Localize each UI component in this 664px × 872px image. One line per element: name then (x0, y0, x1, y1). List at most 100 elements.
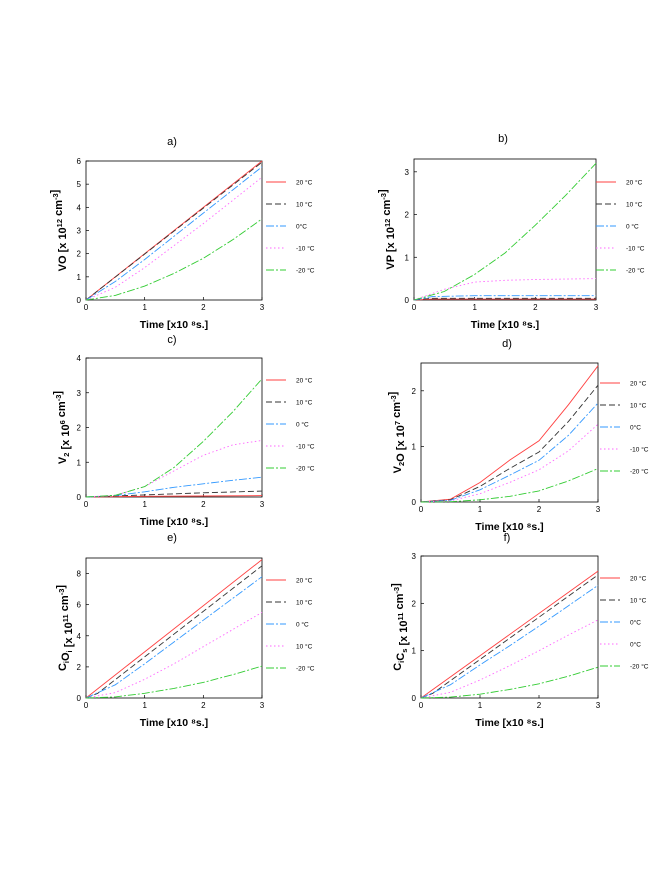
y-axis-label-part: 6 (58, 420, 67, 424)
legend-label: -10 °C (630, 446, 649, 454)
y-tick-label: 0 (77, 493, 82, 502)
y-axis-label-part: cm (381, 200, 393, 219)
plot-frame (413, 158, 597, 301)
y-axis-label-part: C (392, 663, 404, 671)
x-tick-label: 2 (201, 303, 206, 312)
legend-label: -20 °C (630, 663, 649, 671)
y-tick-label: 4 (77, 203, 82, 212)
x-tick-label: 0 (419, 701, 424, 710)
legend-label: 10 °C (296, 599, 313, 607)
y-tick-label: 1 (412, 647, 417, 656)
panel-label: d) (502, 338, 512, 350)
y-axis-label: V2 [x 106 cm-3] (52, 391, 72, 464)
y-axis-label-part: s (400, 649, 409, 653)
legend-label: -10 °C (296, 443, 315, 451)
series-line (420, 619, 599, 699)
x-tick-label: 3 (260, 500, 265, 509)
y-axis-label-part: -3 (392, 587, 401, 594)
series-line (413, 278, 597, 301)
plot-frame (85, 357, 263, 498)
x-axis-label: Time [x10 ⁸s.] (475, 717, 543, 729)
series-line (420, 468, 599, 503)
y-tick-label: 2 (405, 211, 410, 220)
series-line (85, 166, 263, 301)
x-tick-label: 3 (596, 701, 601, 710)
y-axis-label-part: [x 10 (63, 622, 75, 650)
x-axis-label: Time [x10 ⁸s.] (140, 516, 208, 528)
y-axis-label-part: 11 (396, 613, 405, 621)
legend-label: -20 °C (296, 465, 315, 473)
x-tick-label: 1 (142, 303, 147, 312)
y-axis-label-part: ] (49, 189, 61, 193)
legend-label: 0 °C (626, 223, 639, 231)
x-tick-label: 0 (84, 701, 89, 710)
y-axis-label-part: O [x 10 (395, 425, 407, 462)
y-tick-label: 4 (77, 354, 82, 363)
x-tick-label: 1 (142, 701, 147, 710)
y-axis-label-part: [x 10 (60, 424, 72, 452)
y-axis-label-part: VP [x 10 (385, 227, 397, 270)
series-line (85, 218, 263, 301)
series-line (420, 570, 599, 699)
y-axis-label-part: i (62, 661, 71, 663)
series-line (420, 423, 599, 503)
y-axis-label-part: V (392, 465, 404, 473)
series-line (85, 439, 263, 498)
y-axis-label-part: i (65, 650, 74, 652)
y-tick-label: 1 (412, 442, 417, 451)
legend-label: 10 °C (630, 402, 647, 410)
y-axis-label: VP [x 1012 cm-3] (377, 189, 397, 270)
legend-label: 20 °C (296, 179, 313, 187)
series-line (85, 378, 263, 498)
y-axis-label-part: 2 (397, 462, 406, 466)
y-axis-label: VO [x 1012 cm-3] (49, 189, 69, 271)
series-line (420, 584, 599, 699)
x-tick-label: 3 (594, 303, 599, 312)
y-tick-label: 2 (77, 250, 82, 259)
x-tick-label: 3 (596, 505, 601, 514)
y-tick-label: 5 (77, 180, 82, 189)
y-axis-label-part: 12 (383, 219, 392, 227)
y-tick-label: 1 (405, 253, 410, 262)
legend-label: 0°C (296, 223, 307, 231)
x-tick-label: 2 (201, 500, 206, 509)
y-axis-label-part: V (57, 456, 69, 464)
x-tick-label: 0 (419, 505, 424, 514)
legend-label: 20 °C (630, 380, 647, 388)
x-tick-label: 0 (84, 500, 89, 509)
y-axis-label-part: [x 10 (398, 620, 410, 648)
series-line (85, 665, 263, 699)
y-axis-label-part: 12 (55, 219, 64, 227)
legend-label: 10 °C (296, 399, 313, 407)
y-tick-label: 2 (77, 424, 82, 433)
y-axis-label-part: i (397, 661, 406, 663)
legend-label: 0°C (630, 619, 641, 627)
y-tick-label: 3 (405, 168, 410, 177)
chart-panel-e: e) 0 1 2 3 0 2 4 6 8 Time [x10 ⁸s.] CiOi [x 1011 cm… (55, 532, 315, 729)
y-tick-label: 2 (77, 663, 82, 672)
series-line (413, 295, 596, 301)
series-line (85, 576, 263, 699)
legend-label: 20 °C (296, 377, 313, 385)
series-line (413, 297, 596, 301)
series-line (85, 559, 263, 699)
panel-label: a) (167, 136, 177, 148)
series-line (85, 176, 263, 301)
panel-label: e) (167, 532, 177, 544)
legend-label: 0 °C (296, 421, 309, 429)
x-tick-label: 2 (537, 505, 542, 514)
x-tick-label: 3 (260, 303, 265, 312)
panel-label: f) (504, 532, 511, 544)
y-axis-label-part: 11 (61, 614, 70, 622)
x-tick-label: 1 (478, 505, 483, 514)
x-tick-label: 0 (84, 303, 89, 312)
series-line (420, 384, 599, 503)
y-tick-label: 1 (77, 458, 82, 467)
series-line (85, 160, 263, 301)
series-line (420, 402, 599, 503)
x-tick-label: 2 (537, 701, 542, 710)
